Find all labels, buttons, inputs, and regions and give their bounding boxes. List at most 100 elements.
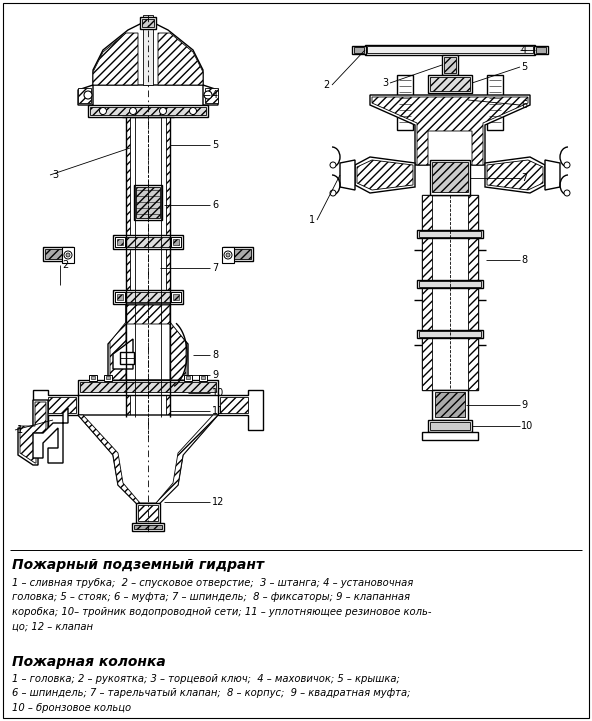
Bar xyxy=(171,292,181,302)
Polygon shape xyxy=(106,376,110,379)
Polygon shape xyxy=(372,97,528,165)
Bar xyxy=(199,375,207,381)
Polygon shape xyxy=(201,376,205,379)
Bar xyxy=(417,280,483,288)
Bar xyxy=(126,117,130,417)
Polygon shape xyxy=(435,392,465,417)
Polygon shape xyxy=(173,239,179,245)
Circle shape xyxy=(64,251,72,259)
Text: 8: 8 xyxy=(212,350,218,360)
Bar xyxy=(428,75,472,93)
Text: 5: 5 xyxy=(212,140,218,150)
Bar xyxy=(115,237,125,247)
Bar xyxy=(104,375,112,381)
Circle shape xyxy=(226,253,230,257)
Polygon shape xyxy=(173,294,179,300)
Text: 9: 9 xyxy=(212,370,218,380)
Text: 10: 10 xyxy=(521,421,533,431)
Polygon shape xyxy=(205,88,218,103)
Polygon shape xyxy=(355,157,415,193)
Bar xyxy=(113,235,183,249)
Circle shape xyxy=(189,107,197,115)
Polygon shape xyxy=(485,157,545,193)
Text: 8: 8 xyxy=(521,255,527,265)
Text: 1 – головка; 2 – рукоятка; 3 – торцевой ключ;  4 – маховичок; 5 – крышка;
6 – шп: 1 – головка; 2 – рукоятка; 3 – торцевой … xyxy=(12,674,410,713)
Polygon shape xyxy=(18,400,48,465)
Polygon shape xyxy=(220,397,248,413)
Bar xyxy=(184,375,192,381)
Bar xyxy=(171,237,181,247)
Text: 9: 9 xyxy=(521,400,527,410)
Text: 3: 3 xyxy=(52,170,58,180)
Bar xyxy=(113,290,183,304)
Polygon shape xyxy=(117,294,123,300)
Bar xyxy=(115,292,125,302)
Polygon shape xyxy=(91,376,95,379)
Polygon shape xyxy=(367,46,533,53)
Circle shape xyxy=(330,162,336,168)
Polygon shape xyxy=(430,422,470,430)
Text: 3: 3 xyxy=(382,78,388,88)
Polygon shape xyxy=(357,160,413,190)
Polygon shape xyxy=(186,376,190,379)
Polygon shape xyxy=(33,408,68,463)
Bar xyxy=(422,195,478,390)
Circle shape xyxy=(99,107,107,115)
Bar xyxy=(365,45,535,55)
Bar xyxy=(43,247,73,261)
Bar xyxy=(78,380,218,395)
Bar xyxy=(417,230,483,238)
Polygon shape xyxy=(432,162,468,192)
Polygon shape xyxy=(419,231,481,237)
Text: 6: 6 xyxy=(212,200,218,210)
Text: 11: 11 xyxy=(212,406,224,416)
Bar xyxy=(136,503,160,523)
Polygon shape xyxy=(117,239,123,245)
Bar xyxy=(134,185,162,220)
Text: 10: 10 xyxy=(212,388,224,398)
Text: 1: 1 xyxy=(17,425,23,435)
Bar xyxy=(222,247,234,263)
Bar xyxy=(89,375,97,381)
Text: 2: 2 xyxy=(324,80,330,90)
Bar xyxy=(143,15,153,85)
Polygon shape xyxy=(430,77,470,91)
Text: 1: 1 xyxy=(309,215,315,225)
Polygon shape xyxy=(354,47,364,53)
Polygon shape xyxy=(80,382,216,392)
Bar xyxy=(223,247,253,261)
Bar xyxy=(430,160,470,195)
Bar xyxy=(132,523,164,531)
Polygon shape xyxy=(20,402,46,463)
Polygon shape xyxy=(419,331,481,337)
Circle shape xyxy=(130,107,137,115)
Bar xyxy=(468,195,478,390)
Text: Пожарный подземный гидрант: Пожарный подземный гидрант xyxy=(12,558,264,572)
Bar xyxy=(120,352,134,364)
Polygon shape xyxy=(223,249,251,259)
Text: 7: 7 xyxy=(521,173,527,183)
Polygon shape xyxy=(444,57,456,73)
Bar xyxy=(534,46,548,54)
Polygon shape xyxy=(218,390,263,430)
Polygon shape xyxy=(340,160,355,190)
Bar xyxy=(442,55,458,75)
Bar xyxy=(138,505,158,521)
Polygon shape xyxy=(45,249,73,259)
Polygon shape xyxy=(93,33,138,85)
Polygon shape xyxy=(78,88,91,103)
Polygon shape xyxy=(78,85,93,105)
Circle shape xyxy=(66,253,70,257)
Polygon shape xyxy=(113,339,133,369)
Polygon shape xyxy=(487,160,543,190)
Bar xyxy=(140,17,156,29)
Polygon shape xyxy=(93,20,203,85)
Circle shape xyxy=(564,190,570,196)
Bar xyxy=(166,117,170,417)
Text: Пожарная колонка: Пожарная колонка xyxy=(12,655,166,669)
Polygon shape xyxy=(115,237,181,247)
Polygon shape xyxy=(115,292,181,302)
Polygon shape xyxy=(370,95,530,165)
Bar xyxy=(417,330,483,338)
Polygon shape xyxy=(419,281,481,287)
